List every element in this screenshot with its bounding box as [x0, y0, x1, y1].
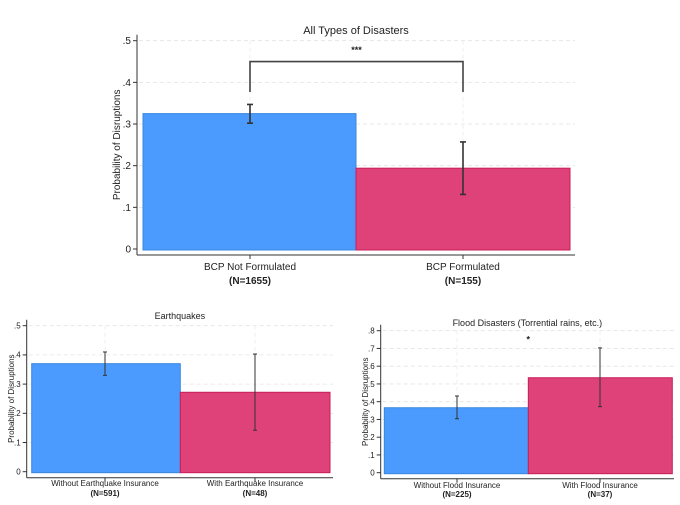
y-tick-label: .1: [123, 203, 132, 214]
y-axis-label: Probability of Disruptions: [7, 354, 16, 442]
y-tick-label: 0: [370, 469, 375, 478]
significance-bracket: [249, 60, 464, 92]
y-tick-label: .8: [368, 327, 375, 336]
x-tick-label: With Flood Insurance: [562, 481, 638, 490]
chart-title: Flood Disasters (Torrential rains, etc.): [453, 318, 603, 328]
y-axis-label: Probability of Disruptions: [361, 357, 370, 445]
bar-2: [355, 167, 571, 251]
chart-title: Earthquakes: [155, 311, 206, 321]
chart-panel-3: 0 .1 .2 .3 .4 .5 .6 .7 .8 Without Flood Insurance…: [361, 318, 674, 499]
y-tick-label: .5: [368, 380, 375, 389]
x-tick-label: Without Flood Insurance: [414, 481, 501, 490]
x-tick-n-label: (N=48): [243, 489, 268, 498]
y-tick-label: .2: [123, 161, 132, 172]
y-tick-label: .6: [368, 362, 375, 371]
y-axis-label: Probability of Disruptions: [112, 90, 123, 201]
y-tick-label: .3: [123, 120, 132, 131]
y-tick-label: .5: [14, 322, 21, 331]
significance-label: ***: [351, 45, 362, 55]
x-tick-label: With Earthquake Insurance: [207, 479, 304, 488]
x-tick-n-label: (N=225): [442, 490, 471, 499]
x-tick-n-label: (N=1655): [229, 276, 271, 287]
chart-title: All Types of Disasters: [303, 25, 409, 37]
x-tick-label: BCP Not Formulated: [204, 262, 296, 273]
y-tick-label: .1: [368, 451, 375, 460]
x-tick-n-label: (N=591): [90, 489, 119, 498]
x-tick-n-label: (N=37): [588, 490, 613, 499]
bar-1: [31, 363, 181, 474]
x-tick-n-label: (N=155): [445, 276, 481, 287]
y-tick-label: .4: [123, 78, 132, 89]
y-tick-label: 0: [16, 468, 21, 477]
y-tick-label: 0: [125, 245, 131, 256]
y-tick-label: .5: [123, 36, 132, 47]
y-tick-label: .2: [368, 433, 375, 442]
y-tick-label: .1: [14, 438, 21, 447]
x-tick-label: BCP Formulated: [426, 262, 500, 273]
y-tick-label: .4: [368, 398, 375, 407]
y-tick-label: .3: [368, 415, 375, 424]
bar-1: [142, 113, 357, 251]
y-tick-label: .3: [14, 380, 21, 389]
y-tick-label: .4: [14, 351, 21, 360]
y-tick-label: .7: [368, 344, 375, 353]
x-tick-label: Without Earthquake Insurance: [51, 479, 159, 488]
chart-panel-1: 0 .1 .2 .3 .4 .5 BCP Not Formulated (N=1655) BCP…: [112, 25, 575, 287]
bar-1: [383, 407, 529, 475]
y-tick-label: .2: [14, 409, 21, 418]
significance-label: *: [527, 335, 531, 345]
